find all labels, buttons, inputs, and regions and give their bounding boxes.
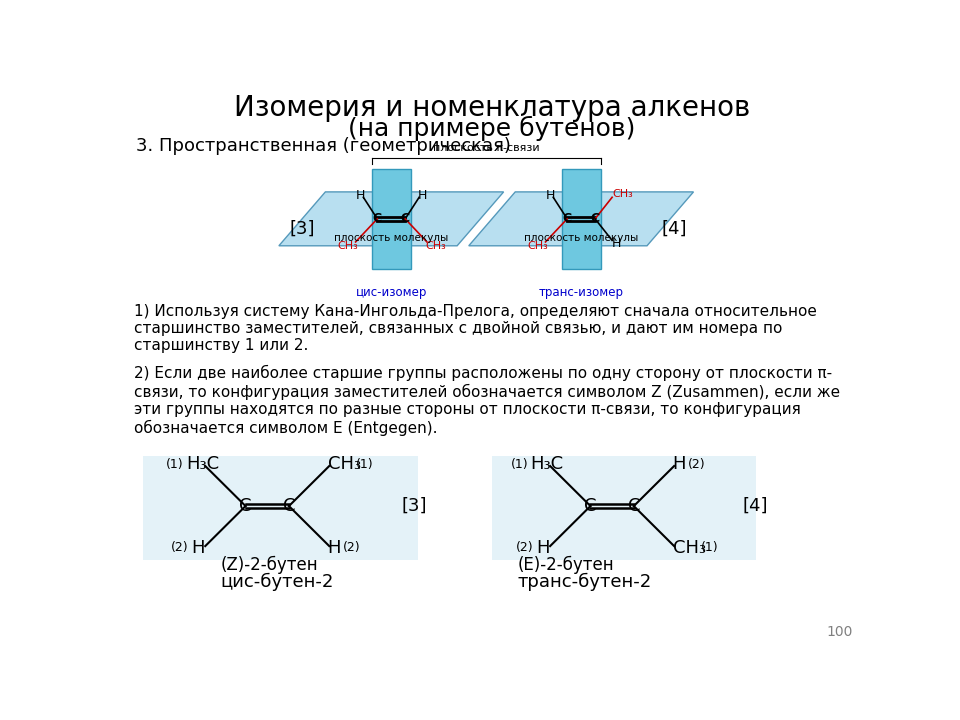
Text: C: C: [563, 212, 572, 225]
FancyBboxPatch shape: [492, 456, 756, 560]
Text: C: C: [372, 212, 382, 225]
Text: транс-изомер: транс-изомер: [539, 287, 624, 300]
Text: (на примере бутенов): (на примере бутенов): [348, 116, 636, 141]
Text: CH₃: CH₃: [426, 240, 446, 251]
Text: (Z)-2-бутен: (Z)-2-бутен: [221, 557, 319, 575]
Text: (2): (2): [688, 458, 706, 471]
Text: (2): (2): [171, 541, 188, 554]
Text: C: C: [585, 497, 597, 515]
Text: (E)-2-бутен: (E)-2-бутен: [517, 557, 614, 575]
Text: H₃C: H₃C: [531, 456, 564, 474]
Text: (1): (1): [511, 458, 528, 471]
Text: CH₃: CH₃: [338, 240, 358, 251]
Text: H₃C: H₃C: [186, 456, 219, 474]
Text: C: C: [590, 212, 600, 225]
Text: CH₃: CH₃: [527, 240, 548, 251]
Polygon shape: [468, 192, 693, 246]
Text: цис-бутен-2: цис-бутен-2: [221, 573, 334, 591]
Text: (2): (2): [516, 541, 533, 554]
Text: C: C: [400, 212, 410, 225]
Polygon shape: [562, 168, 601, 269]
Text: H: H: [327, 539, 341, 557]
Text: транс-бутен-2: транс-бутен-2: [517, 573, 652, 591]
Text: H: H: [418, 189, 427, 202]
Text: цис-изомер: цис-изомер: [355, 287, 427, 300]
Text: (2): (2): [344, 541, 361, 554]
Text: C: C: [239, 497, 252, 515]
Text: H: H: [191, 539, 204, 557]
Text: H: H: [673, 456, 686, 474]
Text: H: H: [545, 189, 555, 202]
Text: [4]: [4]: [743, 497, 768, 515]
Text: [3]: [3]: [289, 220, 315, 238]
Text: 100: 100: [826, 624, 852, 639]
Text: 3. Пространственная (геометрическая): 3. Пространственная (геометрическая): [135, 138, 511, 156]
FancyBboxPatch shape: [143, 456, 419, 560]
Polygon shape: [372, 168, 411, 269]
Polygon shape: [278, 192, 504, 246]
Text: H: H: [355, 189, 365, 202]
Text: H: H: [612, 237, 621, 250]
Text: C: C: [282, 497, 296, 515]
Text: плоскость молекулы: плоскость молекулы: [524, 233, 638, 243]
Text: [4]: [4]: [661, 220, 686, 238]
Text: (1): (1): [166, 458, 183, 471]
Text: C: C: [628, 497, 640, 515]
Text: 2) Если две наиболее старшие группы расположены по одну сторону от плоскости π-
: 2) Если две наиболее старшие группы расп…: [134, 365, 840, 436]
Text: CH₃: CH₃: [612, 189, 634, 199]
Text: 1) Используя систему Кана-Ингольда-Прелога, определяют сначала относительное
ста: 1) Используя систему Кана-Ингольда-Прело…: [134, 304, 817, 354]
Text: плоскость молекулы: плоскость молекулы: [334, 233, 448, 243]
Text: Изомерия и номенклатура алкенов: Изомерия и номенклатура алкенов: [234, 94, 750, 122]
Text: CH₃: CH₃: [673, 539, 706, 557]
Text: (1): (1): [355, 458, 373, 471]
Text: (1): (1): [701, 541, 718, 554]
Text: CH₃: CH₃: [327, 456, 361, 474]
Text: H: H: [537, 539, 550, 557]
Text: плоскость π-связи: плоскость π-связи: [433, 143, 540, 153]
Text: [3]: [3]: [401, 497, 427, 515]
